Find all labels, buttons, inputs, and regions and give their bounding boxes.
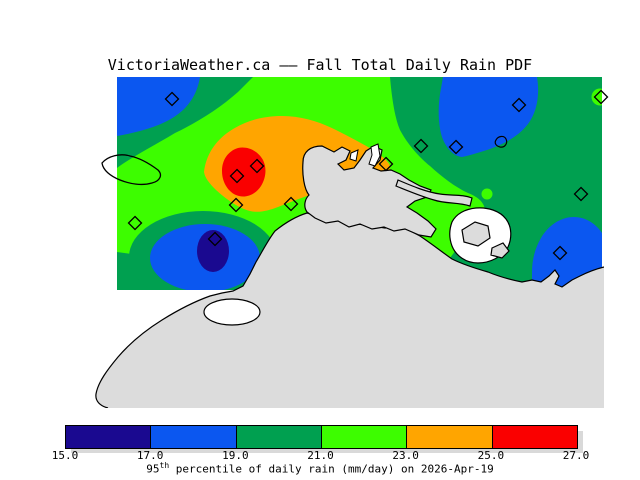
colorbar-segment-5 <box>492 426 577 448</box>
contour-red-core <box>222 147 266 197</box>
contour-navy-core-southwest <box>197 230 229 272</box>
caption-superscript: th <box>159 461 170 470</box>
station-diamond-icon <box>511 97 527 113</box>
station-diamond-icon <box>448 139 464 155</box>
station-diamond-icon <box>228 197 244 213</box>
contour-lime-spot-channel <box>481 188 493 200</box>
colorbar-tick-label: 23.0 <box>392 449 419 462</box>
harbour-inlet-west <box>368 143 381 167</box>
bay-islet-small <box>490 242 510 259</box>
station-diamond-icon <box>283 196 299 212</box>
station-diamond-icon <box>164 91 180 107</box>
station-diamond-icon <box>207 231 223 247</box>
island-outline-small <box>494 135 508 148</box>
colorbar-segment-1 <box>151 426 237 448</box>
lagoon-inlet <box>203 298 261 326</box>
station-diamond-icon <box>552 245 568 261</box>
colorbar-segment-0 <box>66 426 152 448</box>
harbour-inlet-east <box>349 149 359 162</box>
station-markers <box>127 89 609 261</box>
narrow-isthmus <box>395 179 473 207</box>
colorbar-tick-label: 19.0 <box>222 449 249 462</box>
colorbar <box>65 425 578 449</box>
contour-blue-blob-northwest <box>117 77 200 136</box>
island-outline-west <box>101 154 162 186</box>
colorbar-tick-label: 15.0 <box>51 449 79 462</box>
colorbar-tick-label: 27.0 <box>562 449 590 462</box>
station-diamond-icon <box>229 168 245 184</box>
contour-blue-blob-north <box>438 77 539 157</box>
station-diamond-icon <box>593 89 609 105</box>
station-diamond-icon <box>573 186 589 202</box>
mainland-landmass <box>95 213 604 408</box>
land-group <box>95 135 604 408</box>
bay-islet-large <box>461 221 491 247</box>
colorbar-segment-4 <box>407 426 493 448</box>
station-diamond-icon <box>378 156 394 172</box>
harbour-peninsula <box>302 145 437 238</box>
station-diamond-icon <box>127 215 143 231</box>
figure-title: VictoriaWeather.ca —— Fall Total Daily R… <box>107 56 533 74</box>
caption-start: 95 <box>146 462 160 476</box>
caption-end: percentile of daily rain (mm/day) on 202… <box>169 462 494 476</box>
colorbar-tick-label: 25.0 <box>477 449 505 462</box>
colorbar-tick-label: 17.0 <box>136 449 164 462</box>
colorbar-tick-label: 21.0 <box>307 449 334 462</box>
colorbar-caption: 95th percentile of daily rain (mm/day) o… <box>0 461 640 476</box>
colorbar-segment-3 <box>321 426 408 448</box>
contour-blue-blob-southeast <box>532 217 602 290</box>
station-diamond-icon <box>249 158 265 174</box>
colorbar-segment-2 <box>236 426 322 448</box>
station-diamond-icon <box>413 138 429 154</box>
